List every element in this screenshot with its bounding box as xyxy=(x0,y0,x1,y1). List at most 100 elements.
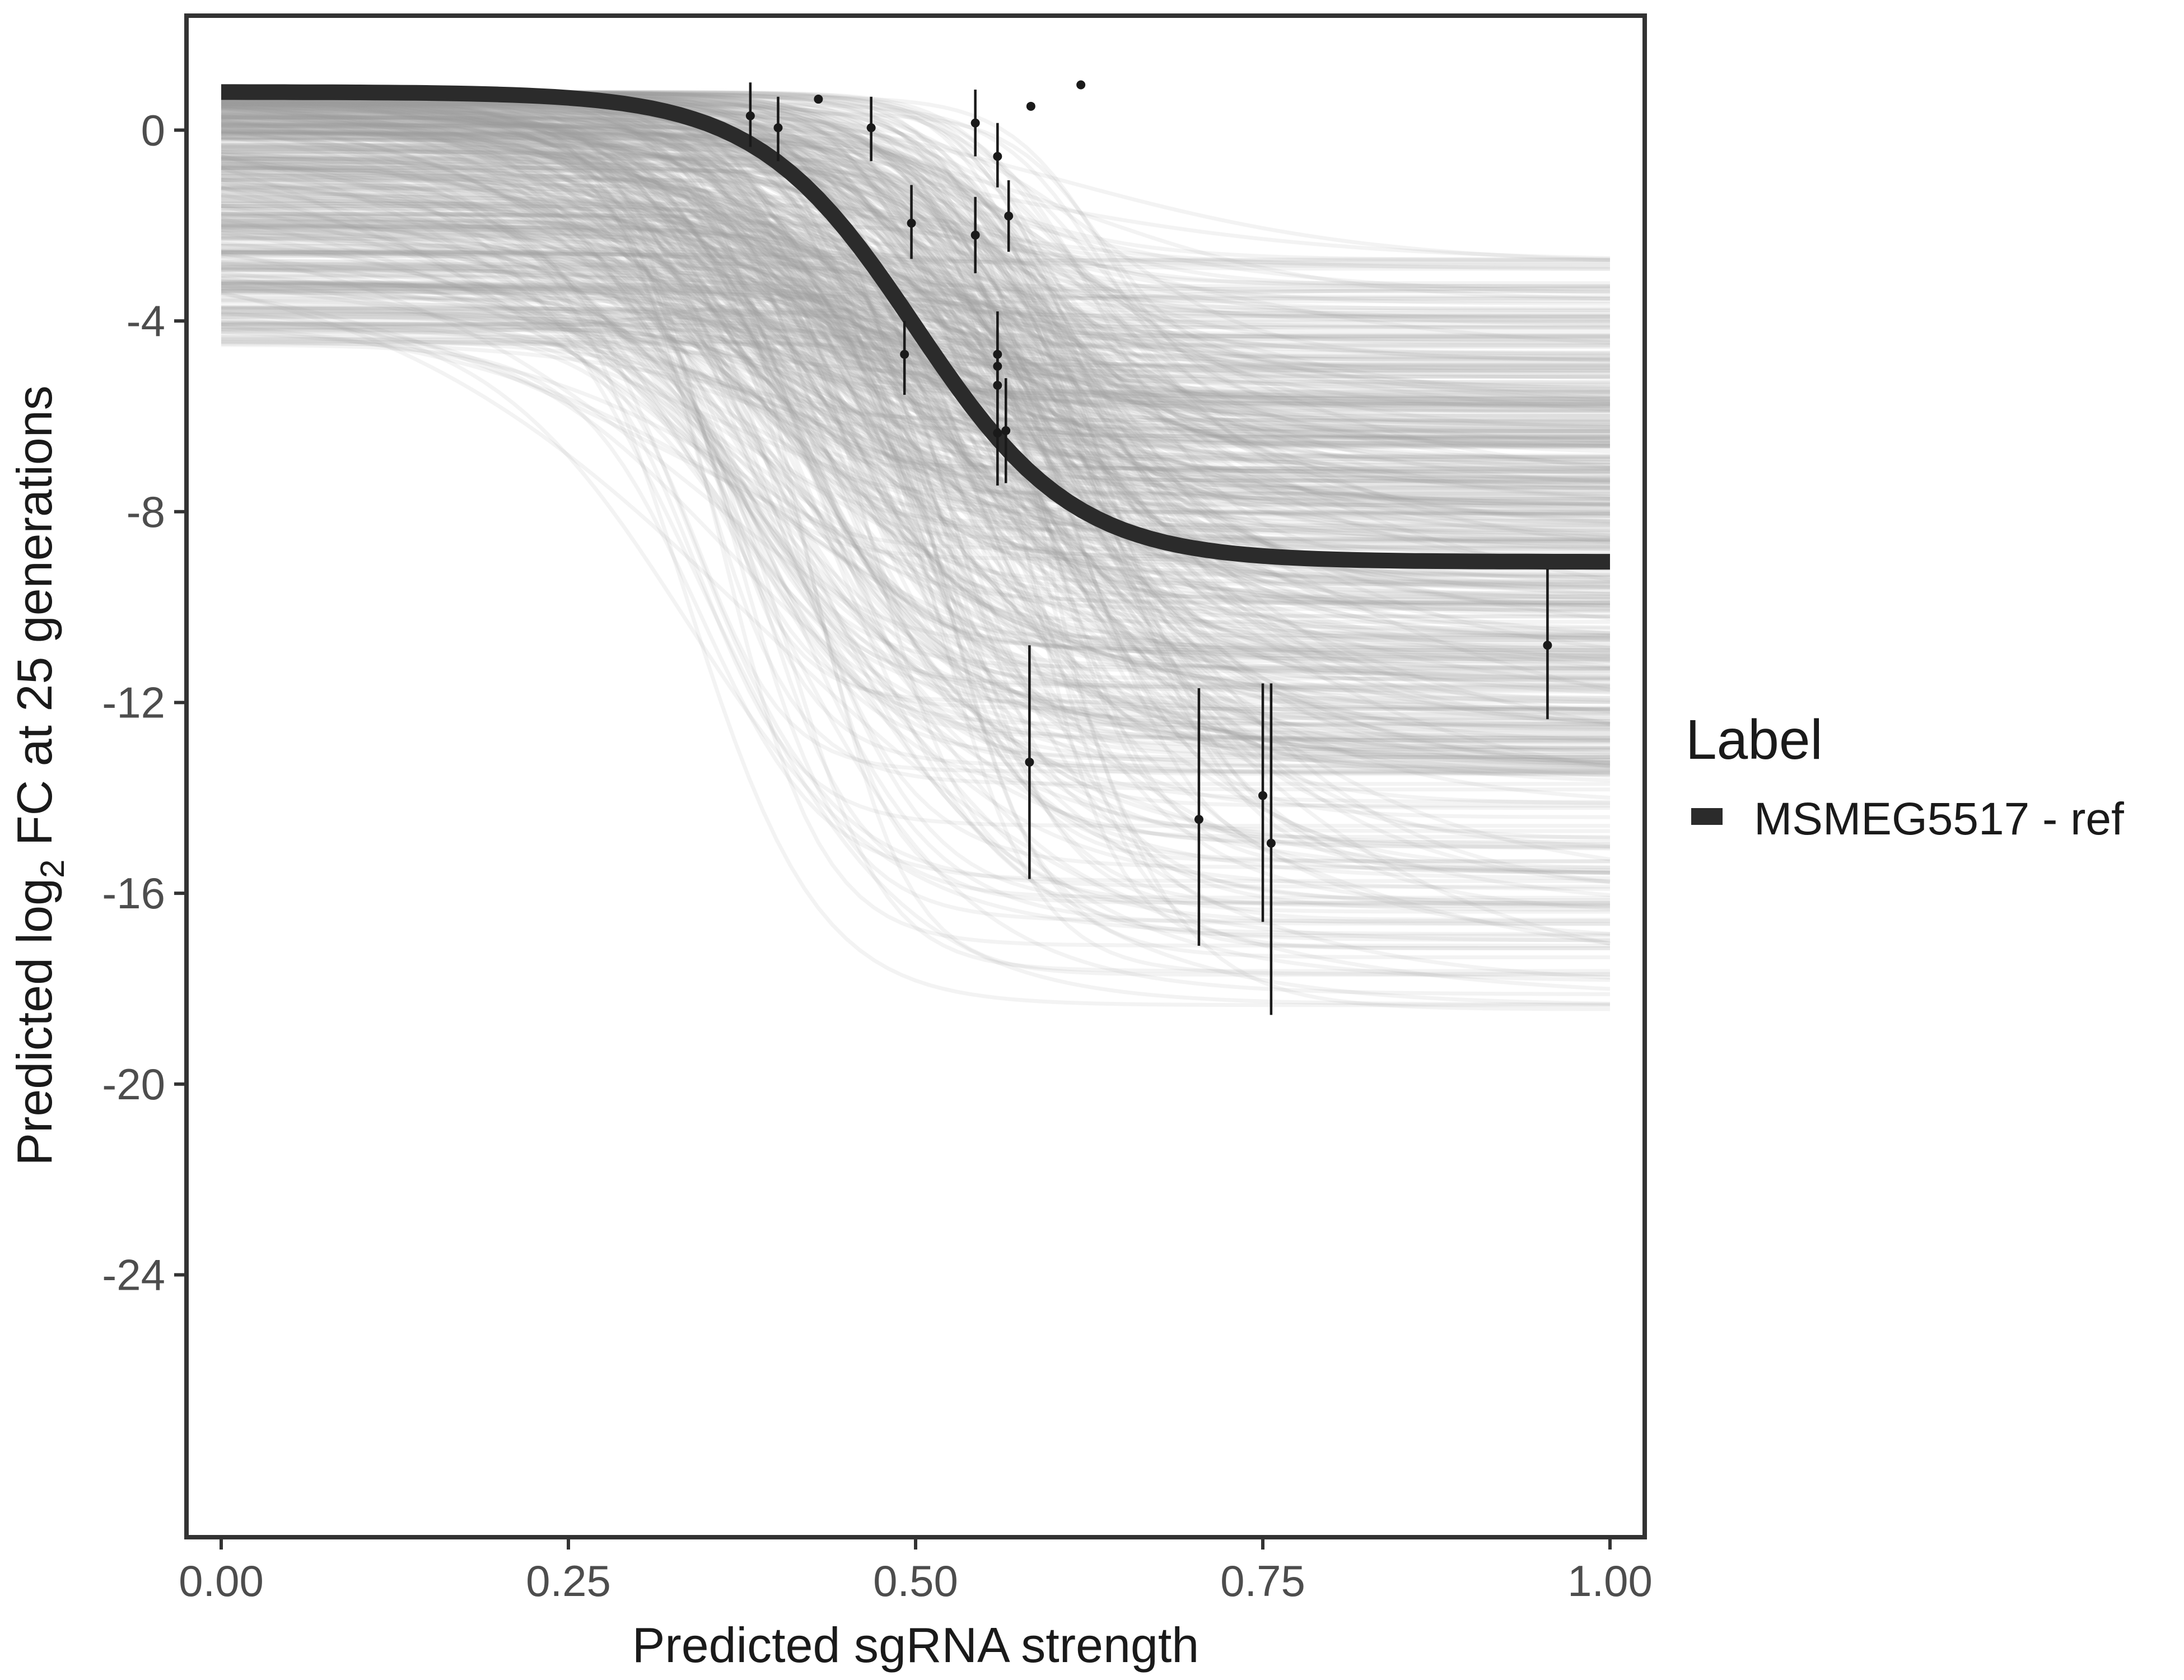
posterior-draw-curve xyxy=(221,174,1610,624)
posterior-draw-curve xyxy=(221,101,1610,367)
posterior-draw-curve xyxy=(221,251,1611,766)
posterior-draw-curve xyxy=(221,322,1610,645)
posterior-draw-curve xyxy=(221,315,1610,379)
posterior-draw-curve xyxy=(221,150,1611,671)
posterior-draw-curve xyxy=(221,114,1611,692)
posterior-draw-curve xyxy=(221,248,1610,348)
posterior-draw-curve xyxy=(221,307,1611,580)
posterior-draw-curve xyxy=(221,267,1610,638)
posterior-draw-curve xyxy=(221,288,1611,551)
posterior-draw-curve xyxy=(221,115,1611,449)
posterior-draw-curve xyxy=(221,250,1611,414)
posterior-draw-curve xyxy=(221,135,1611,608)
posterior-draw-curve xyxy=(221,116,1611,412)
posterior-draw-curve xyxy=(221,283,1611,330)
posterior-draw-curve xyxy=(221,318,1611,772)
posterior-draw-curve xyxy=(221,110,1610,613)
posterior-draw-curve xyxy=(221,155,1611,1006)
posterior-draw-curve xyxy=(221,122,1611,774)
posterior-draw-curve xyxy=(221,180,1611,594)
posterior-draw-curve xyxy=(221,306,1610,315)
posterior-draw-curve xyxy=(221,144,1611,489)
posterior-draw-curve xyxy=(221,259,1610,360)
posterior-draw-curve xyxy=(221,176,1610,535)
posterior-draw-curve xyxy=(221,234,1610,294)
posterior-draw-curve xyxy=(221,235,1610,749)
posterior-draw-curve xyxy=(221,102,1611,848)
posterior-draw-curve xyxy=(221,289,1610,400)
posterior-draw-curve xyxy=(221,90,1610,439)
observation-point xyxy=(866,123,876,133)
posterior-draw-curve xyxy=(221,176,1611,636)
posterior-draw-curve xyxy=(221,206,1610,371)
posterior-draw-curve xyxy=(221,134,1610,574)
posterior-draw-curve xyxy=(221,99,1611,851)
posterior-draw-curve xyxy=(221,93,1611,393)
posterior-draw-curve xyxy=(221,99,1611,429)
posterior-draw-curve xyxy=(221,230,1611,547)
posterior-draw-curve xyxy=(221,237,1611,885)
y-axis-tick-label: -16 xyxy=(102,869,165,918)
posterior-draw-curve xyxy=(221,94,1610,523)
posterior-draw-curve xyxy=(221,225,1610,328)
posterior-draw-curve xyxy=(221,135,1610,501)
posterior-draw-curve xyxy=(221,102,1611,295)
posterior-draw-curve xyxy=(221,193,1610,479)
posterior-draw-curve xyxy=(221,135,1611,750)
posterior-draw-curve xyxy=(221,281,1610,515)
plot-frame xyxy=(184,13,1647,1539)
posterior-draw-curve xyxy=(221,339,1610,384)
posterior-draw-curve xyxy=(221,115,1610,422)
posterior-draw-curve xyxy=(221,171,1611,738)
posterior-draw-curve xyxy=(221,230,1610,908)
posterior-draw-curve xyxy=(221,154,1611,875)
posterior-draw-curve xyxy=(221,164,1610,263)
posterior-draw-curve xyxy=(221,225,1610,647)
posterior-draw-curve xyxy=(221,94,1610,439)
posterior-draw-curve xyxy=(221,109,1610,459)
posterior-draw-curve xyxy=(221,273,1610,323)
posterior-draw-curve xyxy=(221,127,1610,694)
posterior-draw-curve xyxy=(221,103,1610,530)
posterior-draw-curve xyxy=(221,325,1610,864)
posterior-draw-curve xyxy=(221,249,1610,442)
posterior-draw-curve xyxy=(221,290,1610,310)
posterior-draw-curve xyxy=(221,178,1610,642)
posterior-draw-curve xyxy=(221,101,1611,554)
posterior-draw-curve xyxy=(221,103,1610,870)
y-axis: 0 -4 -8 -12 -16 -20 -24 xyxy=(102,105,184,1300)
posterior-draw-curve xyxy=(221,281,1610,926)
posterior-draw-curve xyxy=(221,124,1610,495)
observation-point xyxy=(1194,815,1203,824)
posterior-draw-curve xyxy=(221,287,1610,752)
posterior-draw-curve xyxy=(221,137,1611,642)
posterior-draw-curve xyxy=(221,115,1611,599)
posterior-draw-curve xyxy=(221,131,1611,629)
posterior-draw-curve xyxy=(221,102,1610,711)
posterior-draw-curve xyxy=(221,93,1611,762)
posterior-draw-curve xyxy=(221,126,1610,923)
posterior-draw-curve xyxy=(221,147,1610,640)
observation-point xyxy=(907,218,916,228)
legend-title: Label xyxy=(1686,708,1823,771)
posterior-draw-curve xyxy=(221,286,1611,331)
posterior-draw-curve xyxy=(221,209,1610,607)
posterior-draw-curve xyxy=(221,91,1611,577)
y-axis-tick-label: -24 xyxy=(102,1250,165,1300)
posterior-draw-curve xyxy=(221,253,1610,445)
posterior-draw-curve xyxy=(221,329,1610,422)
posterior-draw-curve xyxy=(221,128,1610,379)
posterior-draw-curve xyxy=(221,108,1610,506)
posterior-draw-curve xyxy=(221,282,1610,501)
posterior-draw-curve xyxy=(221,180,1611,547)
posterior-draw-curve xyxy=(221,185,1611,691)
posterior-draw-curve xyxy=(221,100,1610,599)
posterior-draw-curve xyxy=(221,119,1611,542)
posterior-draw-curve xyxy=(221,178,1610,744)
posterior-draw-curve xyxy=(221,300,1611,408)
posterior-draw-curve xyxy=(221,111,1611,362)
posterior-draw-curve xyxy=(221,123,1610,659)
posterior-draw-curve xyxy=(221,191,1610,528)
posterior-draw-curve xyxy=(221,232,1610,473)
